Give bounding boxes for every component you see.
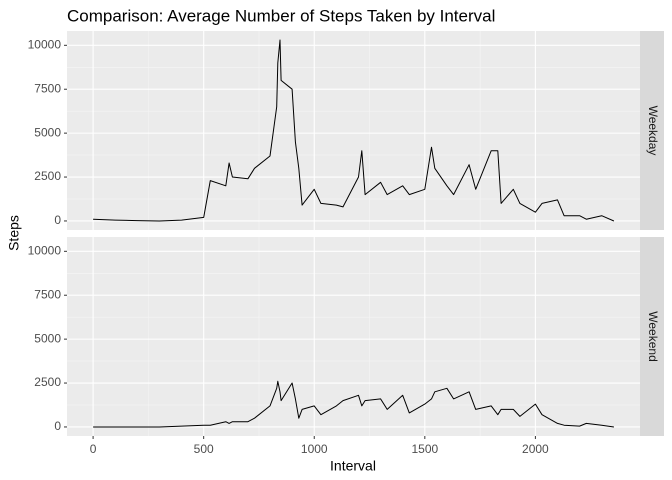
y-tick-label: 10000 [28,243,62,257]
chart-title: Comparison: Average Number of Steps Take… [67,6,495,25]
y-tick-label: 2500 [34,375,61,389]
facet-strip [640,237,664,436]
y-tick-label: 0 [54,213,61,227]
line-series [93,380,614,428]
y-tick-label: 5000 [34,331,61,345]
panel-background [67,237,640,436]
panel-background [67,31,640,230]
line-series [93,39,615,222]
facet-label: Weekday [646,106,660,156]
y-tick-label: 2500 [34,169,61,183]
x-axis-label: Interval [330,458,376,474]
x-tick-label: 500 [194,442,214,456]
y-tick-label: 0 [54,419,61,433]
facet-strip [640,31,664,230]
y-tick-label: 7500 [34,81,61,95]
y-axis-label: Steps [6,215,22,251]
y-tick-label: 10000 [28,37,62,51]
x-tick-label: 1000 [301,442,328,456]
y-tick-label: 5000 [34,125,61,139]
x-tick-label: 1500 [411,442,438,456]
x-tick-label: 0 [90,442,97,456]
x-tick-label: 2000 [522,442,549,456]
facet-label: Weekend [646,311,660,361]
y-tick-label: 7500 [34,287,61,301]
